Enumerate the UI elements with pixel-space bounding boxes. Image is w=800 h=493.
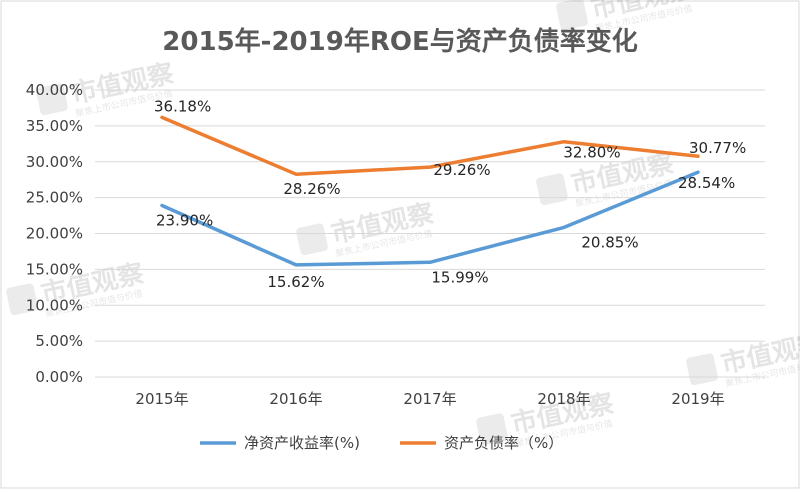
y-tick-label: 5.00% [35, 332, 83, 350]
y-tick-label: 35.00% [26, 117, 83, 135]
series-layer [160, 115, 700, 267]
y-tick-label: 10.00% [26, 296, 83, 314]
watermark-logo-icon [36, 83, 68, 116]
data-label: 36.18% [154, 97, 211, 115]
watermark-logo-icon [6, 283, 38, 316]
watermark-logo-icon [686, 353, 718, 386]
x-tick-label: 2017年 [403, 390, 456, 408]
x-tick-label: 2016年 [269, 390, 322, 408]
y-tick-label: 30.00% [26, 153, 83, 171]
y-axis: 0.00% 5.00% 10.00% 15.00% 20.00% 25.00% 30.00%… [26, 81, 83, 386]
x-axis: 2015年 2016年 2017年 2018年 2019年 [135, 390, 724, 408]
legend-label: 资产负债率（%） [444, 434, 563, 452]
data-label: 30.77% [689, 139, 746, 157]
data-label: 32.80% [563, 144, 620, 162]
x-tick-label: 2019年 [671, 390, 724, 408]
chart-title: 2015年-2019年ROE与资产负债率变化 [162, 26, 637, 57]
data-label: 23.90% [156, 212, 213, 230]
legend-label: 净资产收益率(%) [244, 434, 360, 452]
y-tick-label: 40.00% [26, 81, 83, 99]
y-tick-label: 25.00% [26, 189, 83, 207]
series-line-1 [160, 170, 700, 267]
legend: 净资产收益率(%) 资产负债率（%） [200, 434, 563, 452]
series-line-2 [160, 115, 700, 176]
y-tick-label: 20.00% [26, 225, 83, 243]
data-labels: 23.90% 15.62% 15.99% 20.85% 28.54% 36.18% 28.2… [154, 97, 746, 291]
data-label: 20.85% [581, 233, 638, 251]
x-tick-label: 2018年 [537, 390, 590, 408]
data-label: 28.54% [678, 174, 735, 192]
data-label: 15.62% [267, 273, 324, 291]
watermark-logo-icon [296, 223, 328, 256]
data-label: 15.99% [431, 268, 488, 286]
y-tick-label: 0.00% [35, 368, 83, 386]
gridlines [95, 89, 765, 378]
x-tick-label: 2015年 [135, 390, 188, 408]
watermark-logo-icon [556, 0, 588, 31]
watermark-logo-icon [476, 413, 508, 446]
data-label: 29.26% [433, 161, 490, 179]
data-label: 28.26% [283, 180, 340, 198]
watermark-logo-icon [536, 173, 568, 206]
y-tick-label: 15.00% [26, 260, 83, 278]
